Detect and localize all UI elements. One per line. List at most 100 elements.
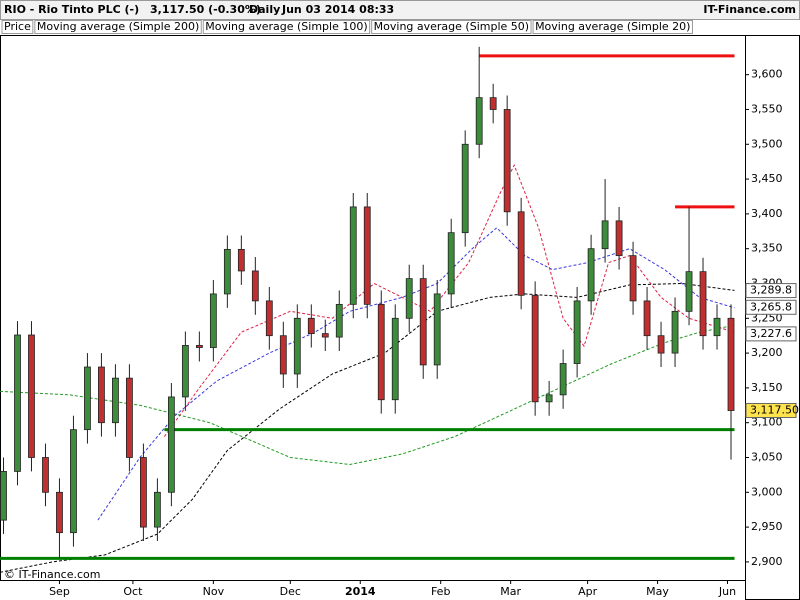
candle-body (643, 300, 651, 337)
interval: Daily (249, 3, 280, 16)
candle-body (126, 377, 133, 458)
candle-body (559, 363, 567, 396)
candle-body (98, 366, 105, 424)
last-value-label: 3,227.6 (750, 327, 792, 340)
legend-box (1, 20, 34, 34)
candle-body (671, 310, 679, 354)
candle-body (629, 255, 637, 302)
candle-body (181, 345, 189, 398)
last-value-tag (745, 299, 797, 315)
candle-body (545, 394, 553, 403)
candle-body (42, 457, 49, 493)
y-tick-label: 3,200 (751, 346, 783, 359)
x-tick-label: May (646, 585, 669, 598)
y-tick-label: 3,100 (751, 416, 783, 429)
candle-body (84, 366, 91, 431)
legend-entry: Moving average (Simple 200) (37, 20, 199, 33)
candle-body (321, 333, 329, 338)
legend-entry: Moving average (Simple 100) (205, 20, 367, 33)
candle-body (475, 97, 483, 145)
last-value-tag (745, 326, 797, 342)
x-tick-label: Jun (718, 585, 736, 598)
last-value-label: 3,289.8 (750, 284, 792, 297)
y-tick-label: 3,450 (751, 172, 783, 185)
candle-body (447, 232, 455, 295)
x-tick-label: Sep (49, 585, 70, 598)
x-tick-label: Feb (431, 585, 450, 598)
copyright: © IT-Finance.com (4, 568, 101, 581)
candle-body (70, 429, 77, 534)
candle-body (699, 271, 707, 337)
x-tick-label: Dec (280, 585, 301, 598)
y-tick-label: 3,350 (751, 242, 783, 255)
candle-body (363, 206, 371, 305)
candle-body (167, 396, 175, 493)
legend-box (202, 20, 371, 34)
candle-body (391, 317, 399, 401)
candle-body (349, 206, 357, 305)
last-value-tag (745, 403, 797, 419)
candle-body (209, 293, 217, 348)
moving-average (0, 282, 735, 573)
candle-body (573, 300, 581, 364)
y-tick-label: 2,950 (751, 520, 783, 533)
candle-body (727, 317, 735, 411)
candle-body (587, 248, 595, 302)
y-tick-label: 3,150 (751, 381, 783, 394)
x-tick-label: Oct (123, 585, 143, 598)
candle-body (517, 211, 525, 296)
x-tick-label: Mar (500, 585, 521, 598)
candle-body (377, 303, 385, 401)
legend-entry: Price (4, 20, 31, 33)
candle-body (615, 220, 623, 257)
brand: IT-Finance.com (703, 3, 796, 16)
candle-body (713, 317, 721, 337)
y-tick-label: 3,050 (751, 450, 783, 463)
timestamp: Jun 03 2014 08:33 (281, 3, 394, 16)
candle-body (279, 335, 287, 375)
x-tick-label: Nov (203, 585, 225, 598)
candle-body (153, 491, 161, 528)
candle-body (419, 278, 427, 366)
legend-entry: Moving average (Simple 20) (535, 20, 690, 33)
candle-body (265, 300, 273, 337)
legend-box (34, 20, 202, 34)
candle-body (14, 334, 21, 472)
candle-body (531, 294, 539, 403)
candle-body (685, 271, 693, 312)
last-value-tag (745, 283, 797, 299)
candle-body (293, 317, 301, 375)
y-tick-label: 3,550 (751, 102, 783, 115)
candle-body (503, 109, 511, 213)
candle-body (601, 220, 609, 250)
quote: 3,117.50 (-0.30%) (150, 3, 261, 16)
candle-body (251, 270, 259, 302)
candle-body (223, 248, 231, 295)
moving-average (0, 324, 735, 466)
candle-body (56, 491, 63, 534)
y-tick-label: 3,500 (751, 137, 783, 150)
x-tick-label: 2014 (345, 585, 376, 598)
candle-body (405, 278, 413, 319)
candle-body (112, 377, 119, 424)
candle-body (0, 471, 7, 521)
legend-box (371, 20, 532, 34)
candle-body (195, 345, 203, 348)
legend-box (532, 20, 693, 34)
legend-entry: Moving average (Simple 50) (374, 20, 529, 33)
last-value-label: 3,265.8 (750, 300, 792, 313)
y-tick-label: 3,400 (751, 207, 783, 220)
x-tick-label: Apr (578, 585, 598, 598)
candle-body (237, 248, 245, 272)
candle-body (307, 317, 315, 335)
candle-body (28, 334, 35, 458)
y-tick-label: 3,600 (751, 68, 783, 81)
candle-body (140, 457, 147, 528)
symbol: RIO - Rio Tinto PLC (-) (4, 3, 139, 16)
moving-average (163, 163, 735, 437)
legend: Price Moving average (Simple 200) Moving a… (1, 20, 693, 34)
moving-average (97, 227, 735, 521)
candle-body (433, 293, 441, 366)
